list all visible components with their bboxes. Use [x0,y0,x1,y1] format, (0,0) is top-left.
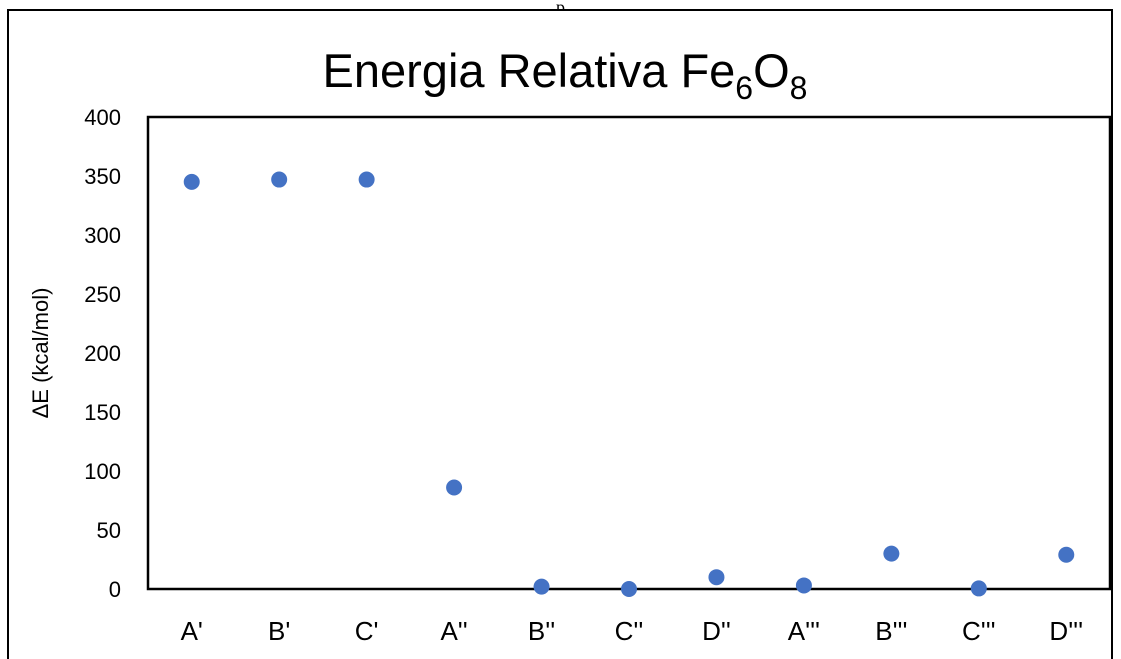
y-tick-label: 50 [97,518,121,543]
x-tick-label: A''' [788,616,820,646]
x-tick-label: C'' [615,616,644,646]
x-tick-label: A'' [440,616,467,646]
data-point [446,479,463,496]
y-axis-label: ΔE (kcal/mol) [28,288,53,419]
y-tick-label: 200 [84,341,121,366]
data-point [883,545,900,562]
data-point [183,173,200,190]
data-point [970,580,987,597]
data-point [621,581,637,597]
x-tick-label: C''' [962,616,996,646]
x-tick-label: B'' [528,616,555,646]
y-tick-label: 0 [109,577,121,602]
data-points [183,171,1075,597]
data-point [795,577,812,594]
y-tick-labels: 0 50 100 150 200 250 300 350 400 [84,105,121,602]
y-tick-label: 400 [84,105,121,130]
cropped-caption-text: p [556,0,565,17]
x-tick-label: C' [355,616,379,646]
x-tick-label: D'' [702,616,731,646]
chart-title-o: O [753,44,790,97]
x-tick-label: A' [181,616,203,646]
x-tick-label: B' [268,616,290,646]
x-tick-label: B''' [875,616,907,646]
chart-title-sub-8: 8 [790,70,808,106]
data-point [271,171,288,188]
chart-title-main: Energia Relativa Fe [323,44,736,97]
y-tick-label: 350 [84,164,121,189]
y-tick-label: 300 [84,223,121,248]
y-tick-label: 150 [84,400,121,425]
data-point [708,569,725,586]
data-point [533,578,550,595]
chart-area-border [7,9,1113,659]
x-tick-label: D''' [1049,616,1083,646]
y-tick-label: 100 [84,459,121,484]
data-point [1058,546,1075,563]
chart-title-sub-6: 6 [735,70,753,106]
x-tick-labels: A' B' C' A'' B'' C'' D'' A''' B''' C''' D''' [181,616,1084,646]
chart-title: Energia Relativa Fe6O8 [323,44,808,106]
y-tick-label: 250 [84,282,121,307]
data-point [358,171,375,188]
